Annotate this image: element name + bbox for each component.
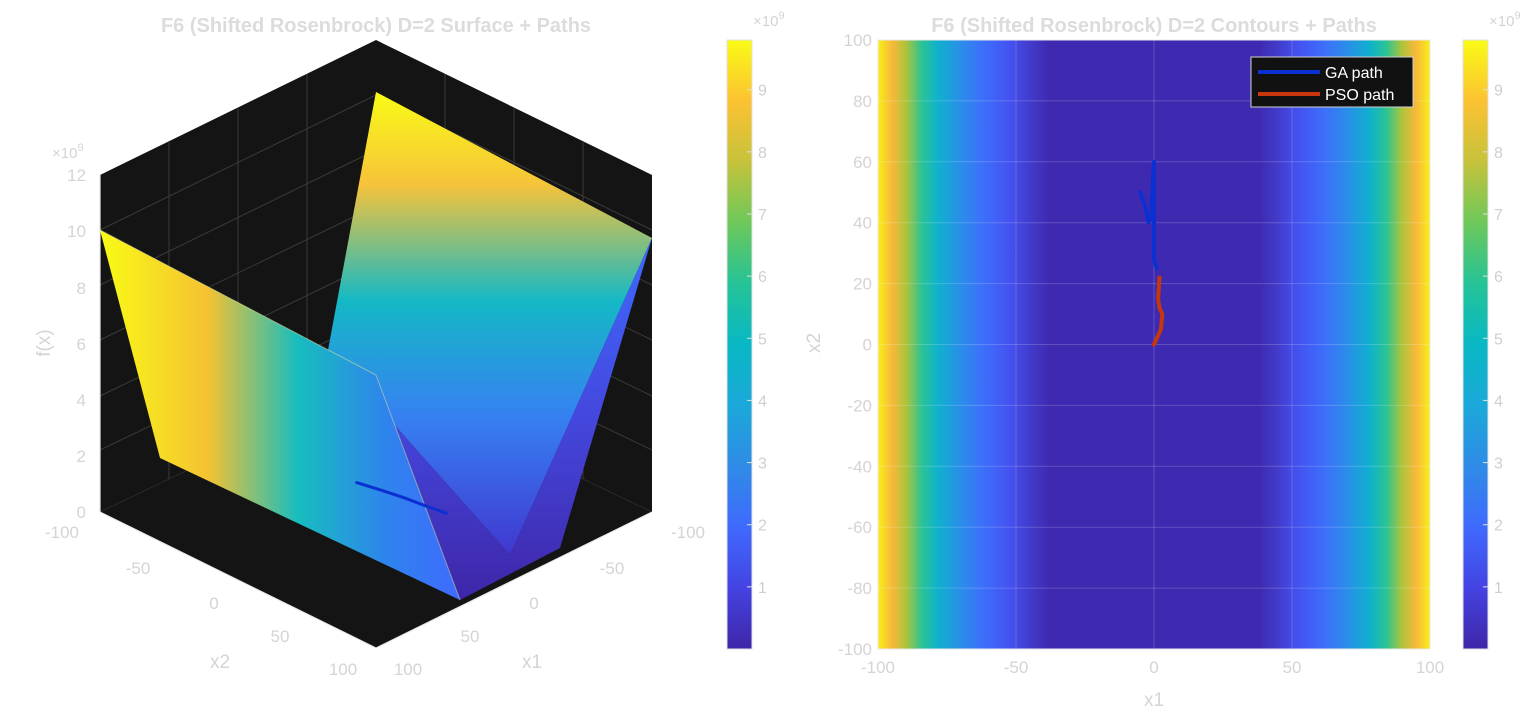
surface-x1-label: x1: [522, 652, 542, 673]
x2-tick: 50: [271, 627, 290, 646]
y-tick: 100: [844, 31, 872, 50]
z-tick: 10: [67, 222, 86, 241]
z-tick: 0: [77, 503, 86, 522]
surface-x1-ticks: -100 -50 0 50 100: [394, 523, 705, 679]
contour-colorbar: 1 2 3 4 5 6 7 8 9 ×109: [1462, 10, 1521, 650]
y-tick: -40: [847, 457, 872, 476]
y-tick: -60: [847, 518, 872, 537]
surface-z-ticks: 0 2 4 6 8 10 12 ×109: [52, 142, 86, 522]
z-tick: 4: [77, 391, 86, 410]
y-tick: 80: [853, 92, 872, 111]
colorbar-tick: 3: [1494, 456, 1503, 473]
x1-tick: -50: [600, 559, 625, 578]
surface-x2-label: x2: [210, 652, 230, 673]
z-tick: 8: [77, 279, 86, 298]
colorbar-tick: 4: [758, 393, 767, 410]
colorbar-tick: 8: [1494, 145, 1503, 162]
surface-plot: F6 (Shifted Rosenbrock) D=2 Surface + Pa…: [34, 10, 785, 679]
colorbar-tick: 1: [1494, 580, 1503, 597]
x2-tick: 100: [329, 660, 357, 679]
z-tick: 6: [77, 335, 86, 354]
contour-title: F6 (Shifted Rosenbrock) D=2 Contours + P…: [931, 15, 1377, 37]
colorbar-tick: 4: [1494, 393, 1503, 410]
x2-tick: 0: [209, 594, 218, 613]
z-tick: 2: [77, 447, 86, 466]
ga-path: [1138, 159, 1159, 271]
x1-tick: 50: [461, 627, 480, 646]
colorbar-tick: 5: [1494, 331, 1503, 348]
x1-tick: -100: [671, 523, 705, 542]
y-tick: -80: [847, 579, 872, 598]
y-tick: 40: [853, 214, 872, 233]
x1-tick: 100: [394, 660, 422, 679]
legend-pso-label: PSO path: [1325, 87, 1394, 104]
surface-colorbar: 1 2 3 4 5 6 7 8 9 ×109: [726, 10, 785, 650]
legend: GA path PSO path: [1250, 56, 1414, 108]
x-tick: 50: [1283, 658, 1302, 677]
y-tick: 20: [853, 275, 872, 294]
colorbar-tick: 7: [758, 207, 767, 224]
contour-plot: F6 (Shifted Rosenbrock) D=2 Contours + P…: [804, 10, 1521, 711]
surface-zlabel: f(x): [34, 329, 55, 356]
surface-x2-ticks: -100 -50 0 50 100: [45, 523, 357, 679]
x2-tick: -100: [45, 523, 79, 542]
pso-path: [1152, 275, 1165, 347]
colorbar-tick: 5: [758, 331, 767, 348]
x-tick: -100: [861, 658, 895, 677]
y-tick: -20: [847, 396, 872, 415]
surface-ga-path: [355, 481, 448, 515]
x2-tick: -50: [126, 559, 151, 578]
colorbar-tick: 6: [758, 269, 767, 286]
x1-tick: 0: [529, 594, 538, 613]
contour-y-ticks: -100 -80 -60 -40 -20 0 20 40 60 80 100: [838, 31, 872, 659]
colorbar-tick: 6: [1494, 269, 1503, 286]
colorbar-tick: 3: [758, 456, 767, 473]
x-tick: -50: [1004, 658, 1029, 677]
y-tick: -100: [838, 640, 872, 659]
colorbar-tick: 9: [758, 83, 767, 100]
colorbar-tick: 1: [758, 580, 767, 597]
colorbar-tick: 9: [1494, 83, 1503, 100]
x-tick: 0: [1149, 658, 1158, 677]
colorbar-tick: 2: [758, 518, 767, 535]
contour-ylabel: x2: [804, 333, 825, 353]
surface-title: F6 (Shifted Rosenbrock) D=2 Surface + Pa…: [161, 15, 591, 37]
contour-x-ticks: -100 -50 0 50 100: [861, 658, 1444, 677]
surface-mesh: [99, 92, 652, 601]
colorbar-tick: 7: [1494, 207, 1503, 224]
contour-xlabel: x1: [1144, 690, 1164, 711]
z-tick: 12: [67, 166, 86, 185]
z-exponent: ×109: [52, 142, 84, 162]
y-tick: 60: [853, 153, 872, 172]
x-tick: 100: [1416, 658, 1444, 677]
y-tick: 0: [863, 336, 872, 355]
legend-ga-label: GA path: [1325, 65, 1383, 82]
colorbar-exponent: ×109: [1489, 10, 1521, 30]
colorbar-tick: 8: [758, 145, 767, 162]
colorbar-tick: 2: [1494, 518, 1503, 535]
colorbar-exponent: ×109: [753, 10, 785, 30]
